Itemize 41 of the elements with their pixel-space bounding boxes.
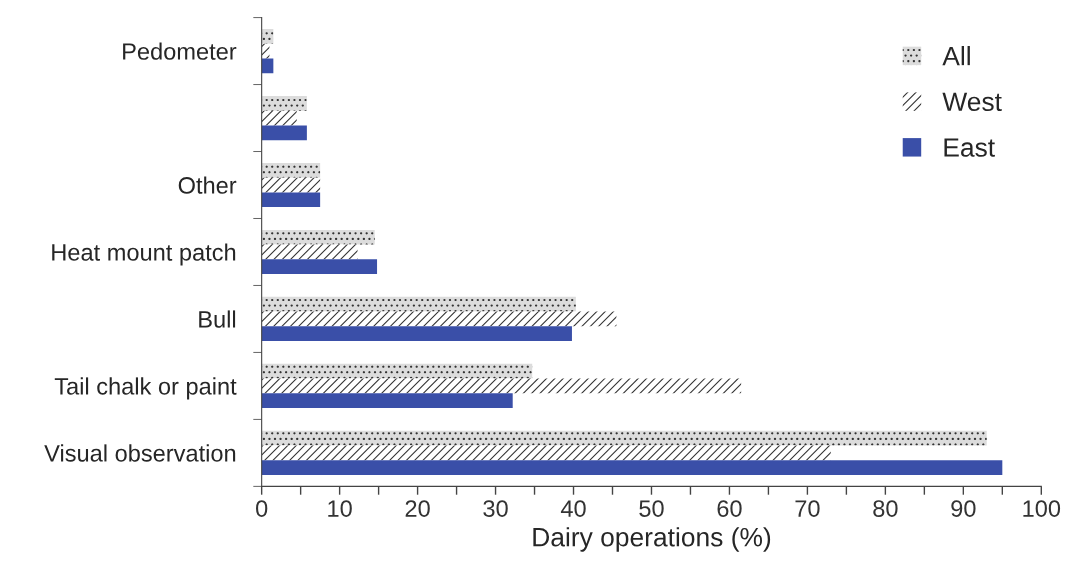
y-tick-label: Tail chalk or paint	[54, 377, 237, 400]
x-tick-label: 40	[560, 500, 586, 517]
bar	[261, 192, 321, 208]
bar	[261, 125, 307, 141]
bar	[261, 326, 572, 342]
bar	[261, 296, 576, 312]
bar	[261, 177, 321, 193]
bar	[261, 445, 831, 461]
bar	[261, 430, 987, 446]
bar	[261, 363, 533, 379]
legend-label: East	[944, 138, 995, 157]
y-tick-label: Other	[178, 176, 237, 194]
bar	[261, 378, 742, 394]
x-tick-label: 50	[639, 500, 664, 517]
x-tick-label: 60	[717, 500, 742, 517]
x-tick-label: 10	[328, 500, 352, 517]
legend-label: All	[942, 46, 970, 66]
y-tick-label: Visual observation	[44, 444, 236, 462]
x-axis-title: Dairy operations (%)	[533, 527, 771, 552]
bar	[261, 162, 321, 178]
x-tick-label: 80	[873, 500, 898, 517]
x-tick-label: 100	[1023, 500, 1061, 517]
x-tick-label: 30	[483, 500, 508, 517]
x-tick-label: 20	[405, 500, 430, 517]
bar	[261, 28, 274, 44]
legend-label: West	[942, 92, 1002, 112]
bar	[261, 58, 274, 74]
bar	[261, 460, 1003, 475]
y-tick-label: Bull	[199, 310, 236, 328]
y-tick-label: Heat mount patch	[52, 243, 236, 266]
bar	[261, 311, 617, 327]
x-tick-label: 0	[256, 500, 268, 517]
bar	[261, 110, 297, 126]
bar	[261, 244, 358, 260]
x-tick-label: 90	[951, 500, 976, 517]
bar	[261, 259, 378, 275]
bar	[261, 229, 375, 245]
bar	[261, 95, 307, 111]
x-tick-label: 70	[795, 500, 820, 517]
y-tick-label: Pedometer	[123, 42, 237, 60]
bar	[261, 393, 513, 409]
